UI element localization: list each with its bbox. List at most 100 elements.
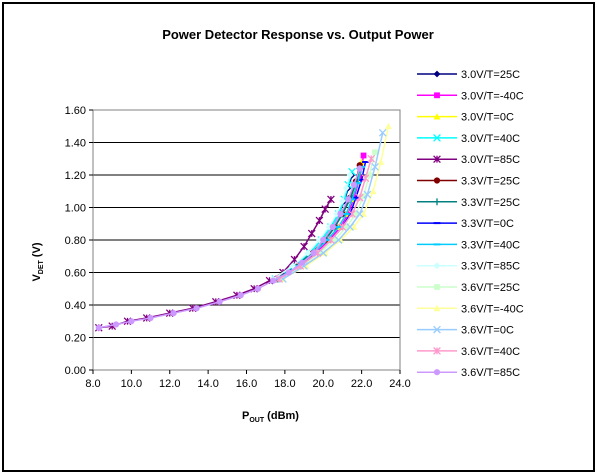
legend-label: 3.6V/T=-40C: [461, 303, 524, 315]
data-point: [366, 172, 373, 178]
data-point: [331, 237, 338, 243]
y-tick-label: 1.20: [65, 170, 86, 182]
data-point: [369, 187, 377, 195]
series-13: [275, 154, 376, 283]
legend-label: 3.6V/T=85C: [461, 367, 520, 379]
data-point: [327, 195, 335, 204]
data-point: [355, 210, 364, 218]
legend-swatch-marker: [433, 113, 441, 120]
data-point: [358, 178, 366, 181]
data-point: [95, 324, 102, 331]
data-point: [216, 298, 223, 305]
data-point: [302, 262, 310, 269]
data-point: [338, 223, 347, 231]
data-point: [193, 305, 200, 312]
legend-swatch-marker: [434, 92, 440, 99]
data-point: [329, 223, 336, 231]
data-point: [300, 242, 308, 251]
legend-label: 3.0V/T=-40C: [461, 90, 524, 102]
legend-label: 3.3V/T=85C: [461, 261, 520, 273]
legend-item: 3.3V/T=40C: [417, 239, 520, 251]
data-point: [299, 259, 306, 266]
legend-item: 3.6V/T=-40C: [417, 303, 524, 315]
data-point: [352, 196, 360, 199]
legend-label: 3.0V/T=85C: [461, 154, 520, 166]
data-point: [360, 193, 367, 200]
data-point: [361, 174, 370, 183]
y-tick-label: 0.20: [65, 333, 86, 345]
legend-item: 3.0V/T=25C: [417, 69, 520, 81]
x-tick-label: 14.0: [197, 378, 218, 390]
data-point: [342, 184, 350, 192]
data-point: [147, 314, 154, 322]
legend-swatch-marker: [433, 243, 441, 246]
data-point: [128, 318, 135, 325]
data-point: [363, 190, 372, 199]
data-point: [323, 239, 331, 241]
legend-label: 3.0V/T=0C: [461, 112, 514, 124]
legend-label: 3.3V/T=25C: [461, 197, 520, 209]
data-point: [170, 310, 177, 317]
legend-label: 3.6V/T=25C: [461, 282, 520, 294]
data-point: [348, 210, 356, 218]
legend-item: 3.0V/T=-40C: [417, 90, 524, 102]
legend-swatch-marker: [433, 262, 441, 270]
y-axis-ticks: 0.00 0.20 0.40 0.60 0.80 1.00 1.20 1.40 1.60: [65, 105, 93, 377]
data-point: [237, 292, 244, 299]
legend-label: 3.3V/T=40C: [461, 239, 520, 251]
legend-item: 3.6V/T=40C: [417, 346, 520, 358]
data-point: [348, 198, 356, 201]
legend-label: 3.6V/T=40C: [461, 346, 520, 358]
data-point: [337, 210, 344, 218]
data-point: [360, 152, 367, 159]
data-point: [354, 182, 362, 185]
data-point: [307, 229, 316, 238]
legend-item: 3.3V/T=25C: [417, 176, 520, 188]
data-point: [335, 226, 342, 228]
data-point: [315, 216, 324, 225]
data-point: [342, 213, 350, 215]
data-point: [362, 161, 369, 163]
series-12: [279, 128, 387, 283]
data-point: [337, 236, 344, 243]
legend-label: 3.3V/T=25C: [461, 176, 520, 188]
data-point: [321, 249, 329, 256]
data-point: [270, 277, 277, 284]
legend-swatch-marker: [433, 155, 441, 164]
legend-swatch-marker: [433, 369, 441, 376]
data-point: [285, 269, 292, 276]
y-tick-label: 1.60: [65, 105, 86, 117]
legend-swatch-marker: [433, 198, 441, 206]
data-point: [254, 285, 262, 292]
legend-item: 3.0V/T=0C: [417, 112, 514, 124]
gridlines: [93, 109, 400, 371]
legend-item: 3.3V/T=0C: [417, 218, 514, 230]
y-tick-label: 0.40: [65, 300, 86, 312]
data-point: [371, 163, 379, 171]
legend-label: 3.0V/T=40C: [461, 133, 520, 145]
legend-item: 3.3V/T=85C: [417, 261, 520, 273]
data-point: [350, 181, 358, 188]
y-tick-label: 0.00: [65, 365, 86, 377]
data-point: [327, 236, 335, 244]
data-point: [385, 122, 392, 130]
legend-swatch-marker: [434, 284, 440, 290]
data-point: [319, 249, 328, 257]
x-axis-ticks: 8.0 10.0 12.0 14.0 16.0 18.0 20.0 22.0 24.0: [85, 370, 411, 390]
x-tick-label: 20.0: [313, 378, 334, 390]
y-tick-label: 1.00: [65, 203, 86, 215]
legend-swatch-marker: [433, 325, 441, 334]
legend-label: 3.6V/T=0C: [461, 325, 514, 337]
data-point: [356, 165, 363, 172]
data-point: [304, 249, 312, 257]
legend-swatch-marker: [433, 304, 441, 312]
data-point: [377, 158, 385, 165]
legend-label: 3.0V/T=25C: [461, 69, 520, 81]
data-point: [316, 250, 323, 256]
data-point: [112, 321, 120, 328]
data-point: [289, 262, 296, 270]
legend-swatch-marker: [433, 70, 441, 78]
legend-item: 3.0V/T=85C: [417, 154, 520, 166]
legend-item: 3.0V/T=40C: [417, 133, 520, 145]
